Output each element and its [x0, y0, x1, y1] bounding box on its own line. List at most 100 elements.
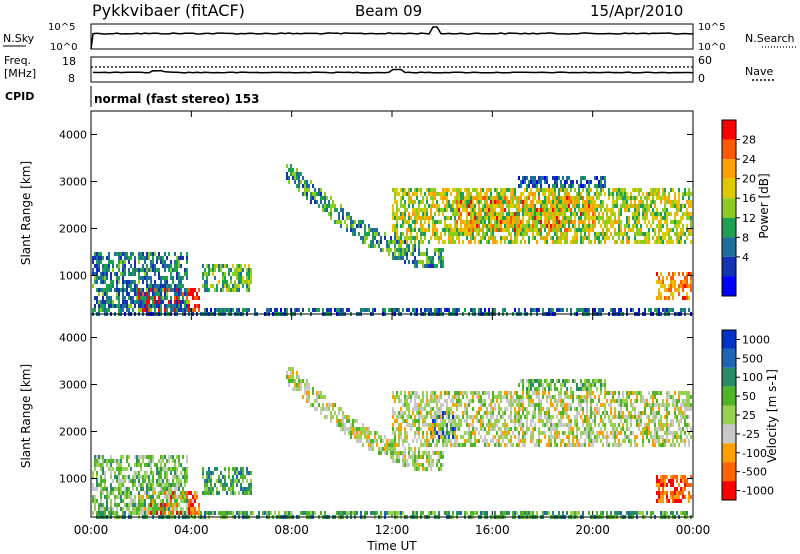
heatmap-cell: [566, 395, 568, 399]
heatmap-cell: [444, 443, 446, 447]
heatmap-cell: [446, 431, 448, 435]
heatmap-cell: [160, 483, 162, 487]
heatmap-cell: [552, 208, 554, 212]
heatmap-cell: [516, 391, 518, 395]
heatmap-cell: [410, 447, 412, 451]
heatmap-cell: [582, 407, 584, 411]
heatmap-cell: [684, 284, 686, 288]
heatmap-cell: [368, 435, 370, 439]
heatmap-cell: [290, 371, 292, 375]
heatmap-cell: [470, 511, 472, 515]
heatmap-cell: [234, 280, 236, 284]
heatmap-cell: [460, 423, 462, 427]
heatmap-cell: [506, 427, 508, 431]
heatmap-cell: [304, 192, 306, 196]
heatmap-cell: [590, 224, 592, 228]
heatmap-cell: [466, 196, 468, 200]
heatmap-cell: [420, 260, 422, 264]
heatmap-cell: [466, 192, 468, 196]
heatmap-cell: [354, 511, 356, 515]
heatmap-cell: [414, 463, 416, 467]
heatmap-cell: [150, 304, 152, 308]
heatmap-cell: [110, 459, 112, 463]
heatmap-cell: [172, 288, 174, 292]
heatmap-cell: [660, 284, 662, 288]
heatmap-cell: [244, 487, 246, 491]
heatmap-cell: [522, 407, 524, 411]
heatmap-cell: [504, 411, 506, 415]
heatmap-cell: [596, 188, 598, 192]
heatmap-cell: [470, 228, 472, 232]
heatmap-cell: [164, 491, 166, 495]
heatmap-cell: [114, 495, 116, 499]
heatmap-cell: [454, 240, 456, 244]
heatmap-cell: [490, 208, 492, 212]
heatmap-cell: [216, 284, 218, 288]
heatmap-cell: [384, 232, 386, 236]
heatmap-cell: [574, 200, 576, 204]
heatmap-cell: [600, 176, 602, 180]
heatmap-cell: [462, 232, 464, 236]
heatmap-cell: [144, 455, 146, 459]
heatmap-cell: [162, 455, 164, 459]
heatmap-cell: [572, 511, 574, 515]
heatmap-cell: [220, 288, 222, 292]
heatmap-cell: [118, 292, 120, 296]
heatmap-cell: [416, 459, 418, 463]
heatmap-cell: [168, 300, 170, 304]
heatmap-cell: [174, 300, 176, 304]
heatmap-cell: [554, 423, 556, 427]
heatmap-cell: [466, 212, 468, 216]
heatmap-cell: [520, 196, 522, 200]
heatmap-cell: [92, 471, 94, 475]
heatmap-cell: [404, 240, 406, 244]
heatmap-cell: [396, 192, 398, 196]
heatmap-cell: [474, 431, 476, 435]
heatmap-cell: [554, 176, 556, 180]
heatmap-cell: [176, 284, 178, 288]
heatmap-cell: [550, 387, 552, 391]
heatmap-cell: [248, 491, 250, 495]
heatmap-cell: [584, 232, 586, 236]
heatmap-cell: [394, 447, 396, 451]
heatmap-cell: [492, 439, 494, 443]
heatmap-cell: [412, 391, 414, 395]
heatmap-cell: [580, 435, 582, 439]
heatmap-cell: [236, 483, 238, 487]
heatmap-cell: [98, 463, 100, 467]
heatmap-cell: [160, 276, 162, 280]
heatmap-cell: [244, 475, 246, 479]
heatmap-cell: [490, 224, 492, 228]
heatmap-cell: [470, 212, 472, 216]
heatmap-cell: [508, 224, 510, 228]
heatmap-cell: [434, 212, 436, 216]
heatmap-cell: [630, 228, 632, 232]
heatmap-cell: [550, 224, 552, 228]
heatmap-cell: [138, 256, 140, 260]
heatmap-cell: [448, 395, 450, 399]
heatmap-cell: [186, 475, 188, 479]
heatmap-cell: [152, 475, 154, 479]
heatmap-cell: [528, 379, 530, 383]
heatmap-cell: [606, 228, 608, 232]
heatmap-cell: [578, 184, 580, 188]
heatmap-cell: [148, 276, 150, 280]
heatmap-cell: [140, 288, 142, 292]
heatmap-cell: [330, 196, 332, 200]
heatmap-cell: [690, 212, 692, 216]
heatmap-cell: [402, 463, 404, 467]
heatmap-cell: [432, 188, 434, 192]
heatmap-cell: [510, 443, 512, 447]
heatmap-cell: [536, 208, 538, 212]
heatmap-cell: [212, 471, 214, 475]
heatmap-cell: [592, 224, 594, 228]
heatmap-cell: [526, 391, 528, 395]
heatmap-cell: [632, 204, 634, 208]
heatmap-cell: [586, 200, 588, 204]
heatmap-cell: [100, 455, 102, 459]
heatmap-cell: [420, 308, 422, 312]
heatmap-cell: [134, 272, 136, 276]
heatmap-cell: [160, 300, 162, 304]
heatmap-cell: [392, 455, 394, 459]
heatmap-cell: [678, 272, 680, 276]
